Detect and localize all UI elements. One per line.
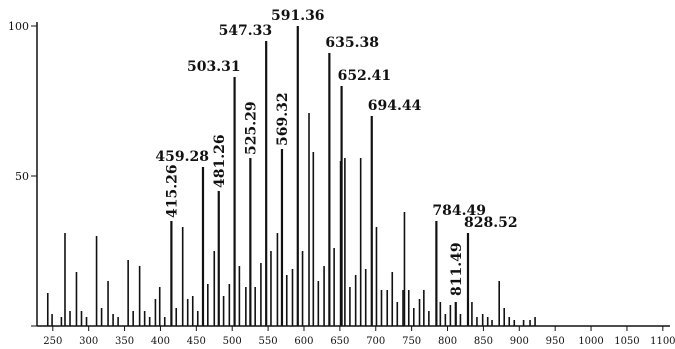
- x-tick-label: 800: [438, 336, 457, 347]
- peak-label: 503.31: [187, 59, 241, 75]
- peak-label: 694.44: [368, 98, 422, 114]
- peak-bars: [46, 26, 536, 326]
- x-tick-label: 650: [330, 336, 349, 347]
- x-tick-label: 1050: [614, 336, 639, 347]
- y-ticks: 50 100: [8, 20, 37, 327]
- peak-label: 569.32: [275, 92, 291, 146]
- peak-label: 784.49: [432, 203, 486, 219]
- peak-label: 547.33: [219, 23, 273, 39]
- y-tick-label: 100: [8, 20, 29, 33]
- x-tick-label: 850: [474, 336, 493, 347]
- peak-label: 828.52: [464, 215, 518, 231]
- x-tick-label: 950: [546, 336, 565, 347]
- x-tick-label: 600: [294, 336, 313, 347]
- peak-label: 415.26: [164, 164, 180, 218]
- x-tick-label: 450: [187, 336, 206, 347]
- x-tick-label: 1000: [578, 336, 603, 347]
- peak-label: 459.28: [155, 149, 209, 165]
- x-tick-label: 750: [402, 336, 421, 347]
- x-tick-label: 900: [510, 336, 529, 347]
- peak-label: 591.36: [271, 8, 325, 24]
- chart-axes: [36, 22, 670, 327]
- y-tick-label: 50: [15, 170, 29, 183]
- peak-label: 811.49: [449, 242, 465, 296]
- x-tick-label: 400: [151, 336, 170, 347]
- x-tick-label: 550: [259, 336, 278, 347]
- x-tick-label: 500: [223, 336, 242, 347]
- x-tick-label: 1100: [650, 336, 675, 347]
- x-tick-label: 350: [115, 336, 134, 347]
- x-ticks: 250 300 350 400 450 500 550 600 650 700 750 800 850 9…: [43, 326, 675, 347]
- peak-label: 481.26: [212, 134, 228, 188]
- peak-label: 635.38: [325, 35, 379, 51]
- x-tick-label: 250: [43, 336, 62, 347]
- x-tick-label: 700: [366, 336, 385, 347]
- peak-label: 525.29: [243, 101, 259, 155]
- x-tick-label: 300: [79, 336, 98, 347]
- peak-label: 652.41: [338, 68, 392, 84]
